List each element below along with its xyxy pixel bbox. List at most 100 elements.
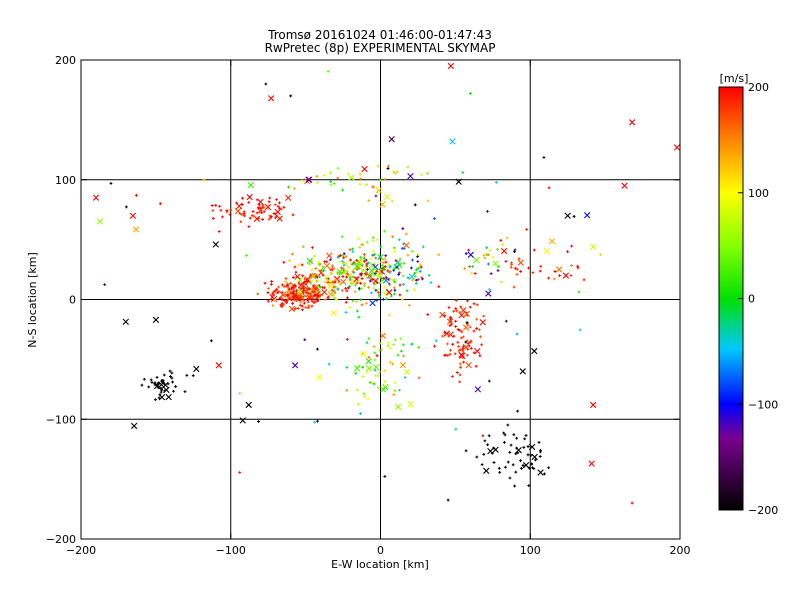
data-point-plus: [344, 300, 348, 304]
data-point-plus: [364, 258, 368, 262]
data-point-plus: [364, 270, 368, 274]
data-point-cross: [264, 203, 272, 211]
data-point-plus: [273, 289, 277, 293]
data-point-plus: [326, 296, 330, 300]
colorbar-tick-label: 200: [748, 81, 769, 94]
data-point-plus: [267, 200, 271, 204]
data-point-plus: [277, 285, 280, 289]
data-point-plus: [340, 289, 344, 292]
data-point-plus: [415, 271, 419, 275]
data-point-cross: [673, 144, 681, 151]
data-point-plus: [356, 236, 360, 240]
data-point-cross: [152, 316, 160, 324]
data-point-plus: [161, 380, 165, 384]
data-point-plus: [360, 264, 364, 267]
data-point-plus: [383, 369, 387, 373]
x-tick-label: 100: [520, 544, 541, 557]
data-point-plus: [480, 343, 483, 347]
data-point-plus: [283, 299, 286, 302]
data-point-plus: [251, 210, 255, 213]
data-point-plus: [295, 289, 298, 293]
data-point-plus: [401, 274, 405, 278]
data-point-plus: [376, 386, 380, 390]
data-point-plus: [316, 294, 320, 298]
data-point-plus: [358, 172, 362, 176]
data-point-cross: [407, 401, 414, 408]
data-point-plus: [348, 306, 352, 309]
data-point-plus: [344, 310, 348, 314]
data-point-plus: [570, 264, 574, 267]
data-point-plus: [492, 461, 496, 464]
data-point-plus: [331, 293, 335, 297]
data-point-plus: [446, 498, 450, 502]
data-point-plus: [329, 272, 333, 276]
data-point-plus: [395, 170, 399, 174]
data-point-plus: [306, 280, 310, 283]
data-point-plus: [512, 433, 516, 437]
y-axis-label: N-S location [km]: [26, 252, 39, 348]
data-point-plus: [472, 302, 476, 306]
data-point-plus: [385, 266, 389, 270]
data-point-plus: [278, 201, 281, 205]
data-point-plus: [286, 297, 290, 301]
data-point-plus: [301, 274, 305, 278]
data-point-plus: [265, 204, 269, 208]
data-point-plus: [307, 304, 311, 308]
data-point-plus: [462, 360, 466, 364]
data-point-plus: [447, 306, 451, 309]
data-point-plus: [467, 344, 471, 348]
data-point-plus: [351, 270, 355, 274]
data-point-plus: [398, 293, 402, 297]
data-point-plus: [542, 156, 546, 159]
data-point-plus: [332, 182, 336, 185]
data-point-plus: [250, 214, 254, 217]
data-point-plus: [273, 298, 277, 302]
data-point-plus: [458, 310, 462, 314]
data-point-plus: [297, 282, 301, 286]
data-point-cross: [274, 208, 281, 216]
data-point-plus: [443, 314, 447, 318]
data-point-plus: [386, 341, 390, 345]
data-point-plus: [174, 385, 178, 388]
data-point-plus: [292, 187, 296, 190]
data-point-plus: [519, 459, 522, 463]
data-point-plus: [280, 283, 284, 287]
data-point-plus: [291, 295, 295, 299]
data-point-plus: [322, 269, 326, 272]
data-point-plus: [566, 250, 569, 254]
data-point-plus: [342, 267, 345, 271]
data-point-plus: [302, 288, 306, 292]
data-point-plus: [359, 177, 362, 181]
data-point-plus: [309, 281, 313, 285]
data-point-plus: [298, 304, 302, 307]
data-point-plus: [553, 270, 557, 273]
data-point-plus: [302, 281, 306, 285]
data-point-plus: [373, 368, 377, 372]
data-point-plus: [466, 341, 470, 345]
data-point-cross: [385, 289, 393, 296]
data-point-plus: [515, 267, 519, 271]
data-point-plus: [351, 299, 355, 303]
data-point-cross: [555, 266, 563, 273]
data-point-plus: [392, 250, 396, 253]
data-point-plus: [155, 375, 159, 379]
data-point-plus: [368, 279, 372, 283]
data-point-plus: [387, 164, 390, 168]
data-point-plus: [300, 179, 304, 183]
data-point-plus: [383, 380, 387, 383]
data-point-plus: [528, 466, 531, 470]
x-axis-label: E-W location [km]: [331, 558, 429, 571]
data-point-plus: [275, 288, 279, 291]
data-point-plus: [103, 283, 107, 287]
data-point-plus: [372, 345, 376, 349]
data-point-plus: [150, 380, 154, 384]
data-point-cross: [407, 172, 414, 180]
data-point-plus: [348, 284, 352, 288]
data-point-cross: [96, 218, 104, 225]
data-point-plus: [355, 281, 359, 285]
data-point-plus: [255, 211, 259, 215]
data-point-plus: [504, 259, 508, 263]
data-point-plus: [308, 287, 312, 291]
data-point-plus: [387, 270, 391, 274]
data-point-plus: [467, 248, 471, 252]
